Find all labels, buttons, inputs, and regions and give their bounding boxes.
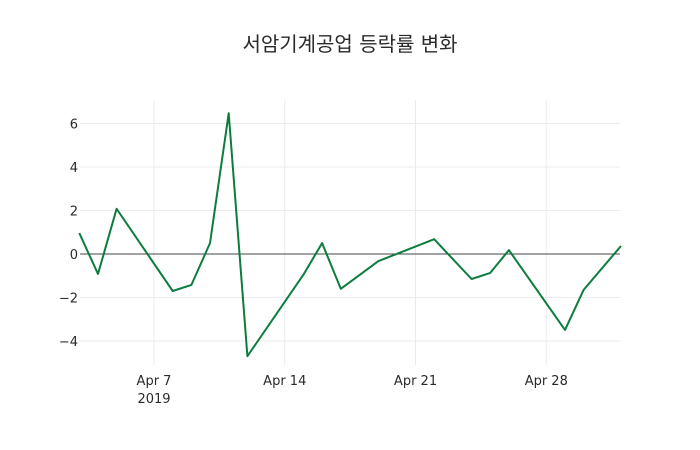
x-tick-label: Apr 14 (263, 374, 306, 389)
y-tick-label: −2 (59, 292, 78, 307)
y-tick-label: −4 (59, 335, 78, 350)
x-tick-label: Apr 21 (394, 374, 437, 389)
y-tick-label: 0 (70, 248, 78, 263)
y-tick-label: 4 (70, 161, 78, 176)
gridlines (80, 100, 620, 365)
y-axis-ticks: −4 −2 0 2 4 6 (59, 118, 78, 351)
y-tick-label: 6 (70, 118, 78, 133)
chart-title: 서암기계공업 등락률 변화 (242, 32, 458, 56)
y-tick-label: 2 (70, 205, 78, 220)
x-tick-label: Apr 7 (137, 374, 172, 389)
data-line (78, 112, 622, 358)
x-tick-label: Apr 28 (525, 374, 568, 389)
x-axis-ticks: Apr 7 2019 Apr 14 Apr 21 Apr 28 (137, 374, 568, 407)
x-tick-label: 2019 (137, 392, 170, 407)
